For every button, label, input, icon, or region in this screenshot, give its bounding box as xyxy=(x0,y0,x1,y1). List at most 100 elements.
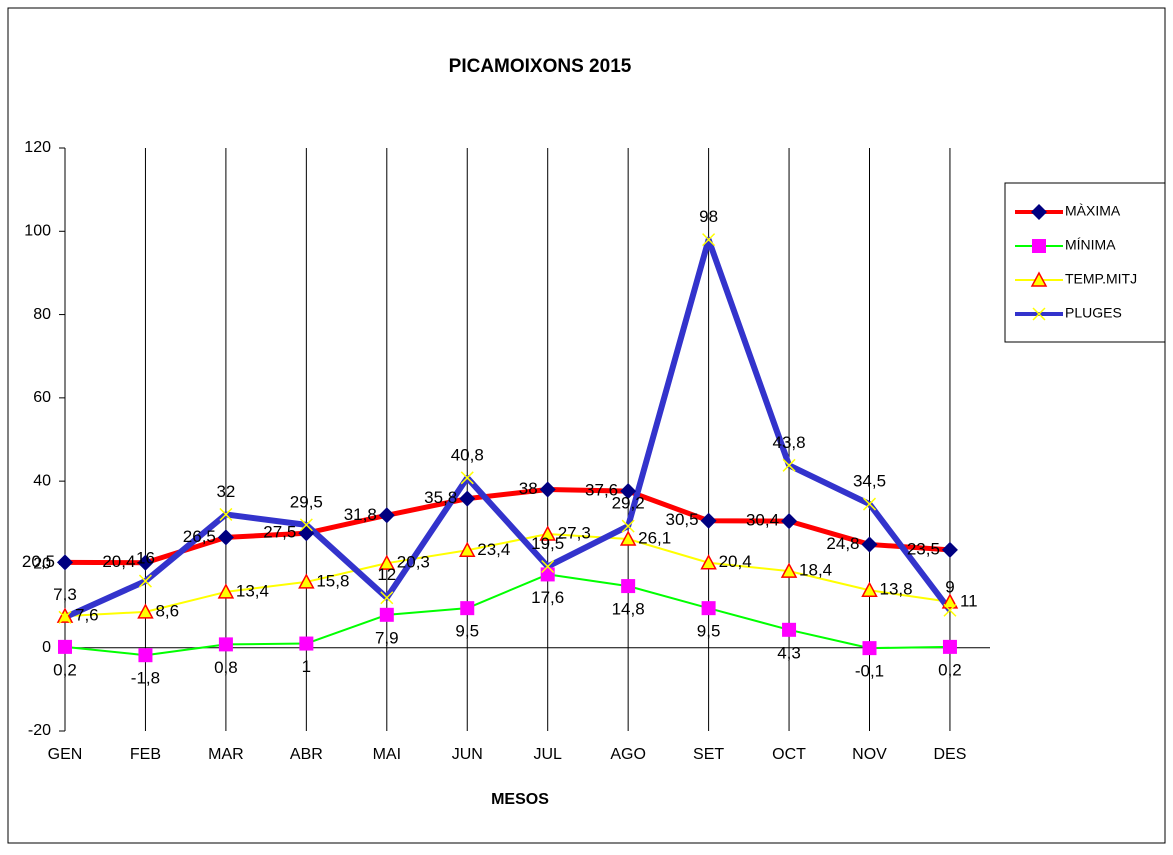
x-axis-label: MESOS xyxy=(491,791,549,808)
data-label: 30,4 xyxy=(746,511,779,530)
legend-label: PLUGES xyxy=(1065,305,1122,321)
series-line xyxy=(63,236,953,621)
data-label: 20,4 xyxy=(719,552,752,571)
legend-label: MÀXIMA xyxy=(1065,203,1121,219)
x-tick-label: GEN xyxy=(48,746,83,763)
data-label: 23,5 xyxy=(907,539,940,558)
data-label: 32 xyxy=(216,482,235,501)
data-label: 8,6 xyxy=(155,601,179,620)
marker xyxy=(299,518,313,532)
marker xyxy=(138,574,152,588)
marker xyxy=(460,601,475,616)
marker xyxy=(941,541,958,558)
data-label: 4,3 xyxy=(777,643,801,662)
marker xyxy=(1032,239,1046,253)
x-tick-label: SET xyxy=(693,746,724,763)
marker xyxy=(541,559,555,574)
data-label: 26,5 xyxy=(183,527,216,546)
y-tick-label: 60 xyxy=(33,389,51,406)
data-label: 18,4 xyxy=(799,561,832,580)
data-label: 29,2 xyxy=(612,494,645,513)
x-tick-label: ABR xyxy=(290,746,323,763)
data-label: 7,3 xyxy=(53,585,77,604)
x-tick-label: MAI xyxy=(373,746,401,763)
data-label: 20,5 xyxy=(22,552,55,571)
marker xyxy=(380,591,394,605)
data-label: 98 xyxy=(699,207,718,226)
marker xyxy=(378,554,396,570)
marker xyxy=(619,530,637,546)
chart-border xyxy=(7,7,1166,844)
data-label: 23,4 xyxy=(477,540,510,559)
marker xyxy=(138,648,153,663)
marker xyxy=(1030,271,1048,287)
data-label: 11 xyxy=(960,591,978,610)
marker xyxy=(298,573,315,589)
marker xyxy=(782,622,797,637)
marker xyxy=(218,637,233,652)
x-tick-label: DES xyxy=(933,746,966,763)
marker xyxy=(137,603,154,619)
marker xyxy=(458,541,476,558)
data-label: 20,4 xyxy=(102,552,135,571)
marker xyxy=(460,471,474,485)
data-label: 27,5 xyxy=(263,523,296,542)
marker xyxy=(861,581,878,597)
marker xyxy=(861,536,878,553)
data-label: 24,8 xyxy=(826,534,859,553)
data-label: 31,8 xyxy=(344,505,377,524)
y-tick-label: -20 xyxy=(28,722,51,739)
marker xyxy=(1032,307,1046,321)
marker xyxy=(56,607,74,623)
marker xyxy=(620,483,637,500)
x-tick-label: JUL xyxy=(533,746,562,763)
x-tick-label: NOV xyxy=(852,746,887,763)
data-label: -1,8 xyxy=(131,669,160,688)
series-line xyxy=(64,486,951,566)
marker xyxy=(621,579,636,594)
y-tick-label: 120 xyxy=(24,139,51,156)
data-label: 9,5 xyxy=(455,622,479,641)
y-tick-label: 20 xyxy=(33,556,51,573)
data-label: 40,8 xyxy=(451,445,484,464)
marker xyxy=(942,639,957,654)
y-tick-label: 100 xyxy=(24,223,51,240)
legend-label: TEMP.MITJ xyxy=(1065,271,1137,287)
marker xyxy=(782,458,796,472)
marker xyxy=(702,233,716,247)
data-label: 17,6 xyxy=(531,588,564,607)
y-tick-label: 40 xyxy=(33,472,51,489)
data-label: 9,5 xyxy=(697,622,721,641)
data-label: 29,5 xyxy=(290,492,323,511)
marker xyxy=(219,507,233,521)
marker xyxy=(700,554,717,570)
data-label: 26,1 xyxy=(638,529,671,548)
marker xyxy=(943,603,957,617)
x-tick-label: OCT xyxy=(772,746,806,763)
legend-label: MÍNIMA xyxy=(1065,237,1116,253)
marker xyxy=(1031,204,1047,220)
data-label: 34,5 xyxy=(853,472,886,491)
data-label: 27,3 xyxy=(558,524,591,543)
data-label: 19,5 xyxy=(531,534,564,553)
data-label: 12 xyxy=(377,565,396,584)
marker xyxy=(540,567,555,582)
data-label: 35,8 xyxy=(424,488,457,507)
data-label: 7,9 xyxy=(375,628,399,647)
marker xyxy=(58,639,72,654)
marker xyxy=(539,525,556,541)
marker xyxy=(862,497,877,511)
y-tick-label: 80 xyxy=(33,306,51,323)
marker xyxy=(58,610,72,624)
data-label: -0,1 xyxy=(855,662,884,681)
marker xyxy=(137,554,154,571)
data-label: 13,8 xyxy=(880,580,913,599)
data-label: 0,2 xyxy=(53,660,77,679)
data-label: 30,5 xyxy=(666,510,699,529)
data-label: 7,6 xyxy=(75,606,99,625)
data-label: 38 xyxy=(519,479,538,498)
chart-title: PICAMOIXONS 2015 xyxy=(449,56,632,77)
marker xyxy=(700,512,717,529)
data-label: 9 xyxy=(945,578,954,597)
